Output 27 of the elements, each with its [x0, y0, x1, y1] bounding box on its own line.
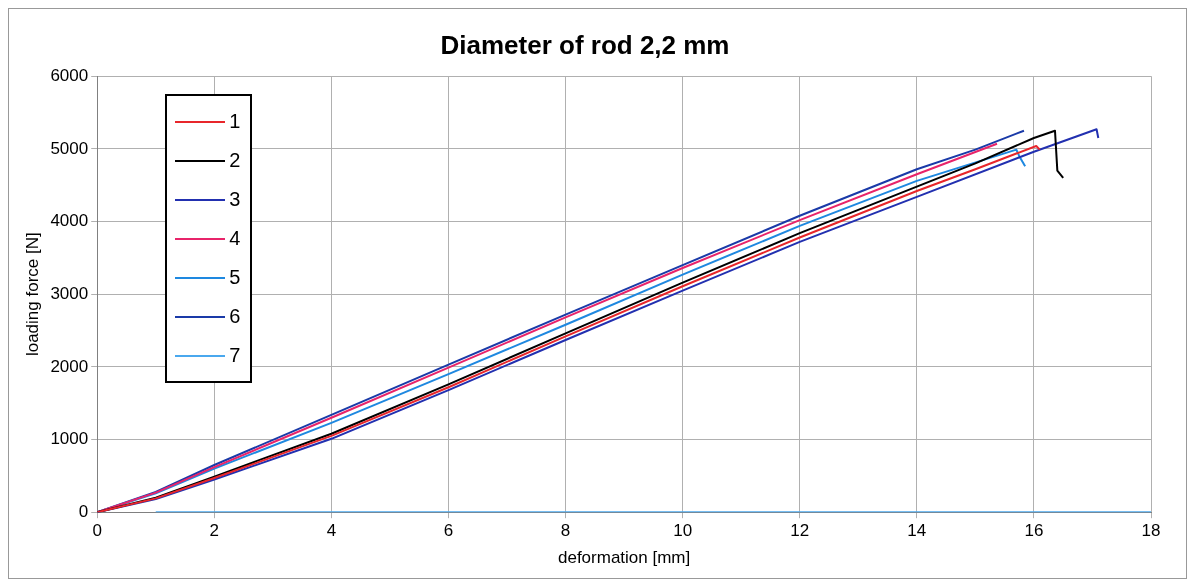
x-tick-label: 10: [673, 521, 693, 541]
y-tick-label: 4000: [50, 211, 89, 231]
y-tick-label: 3000: [50, 283, 89, 303]
x-tick-label: 8: [560, 521, 571, 541]
x-axis-title: deformation [mm]: [557, 548, 691, 568]
legend-label: 6: [229, 305, 241, 329]
legend-label: 2: [229, 149, 241, 173]
x-tick-label: 2: [209, 521, 220, 541]
x-tick-label: 6: [443, 521, 454, 541]
y-tick-label: 2000: [50, 356, 89, 376]
legend-label: 3: [229, 188, 241, 212]
x-tick-label: 18: [1141, 521, 1161, 541]
x-tick-label: 4: [326, 521, 337, 541]
y-tick-label: 1000: [50, 429, 89, 449]
y-tick-label: 0: [78, 501, 89, 521]
y-tick-label: 6000: [50, 65, 89, 85]
x-tick-label: 16: [1024, 521, 1044, 541]
legend-label: 5: [229, 266, 241, 290]
legend-label: 1: [229, 110, 241, 134]
x-tick-label: 12: [790, 521, 810, 541]
chart-title: Diameter of rod 2,2 mm: [440, 29, 730, 60]
y-axis-title: loading force [N]: [22, 232, 42, 357]
x-tick-label: 0: [92, 521, 102, 541]
x-tick-label: 14: [907, 521, 927, 541]
legend-label: 7: [229, 344, 241, 368]
legend-label: 4: [229, 227, 241, 251]
y-tick-label: 5000: [50, 138, 89, 158]
